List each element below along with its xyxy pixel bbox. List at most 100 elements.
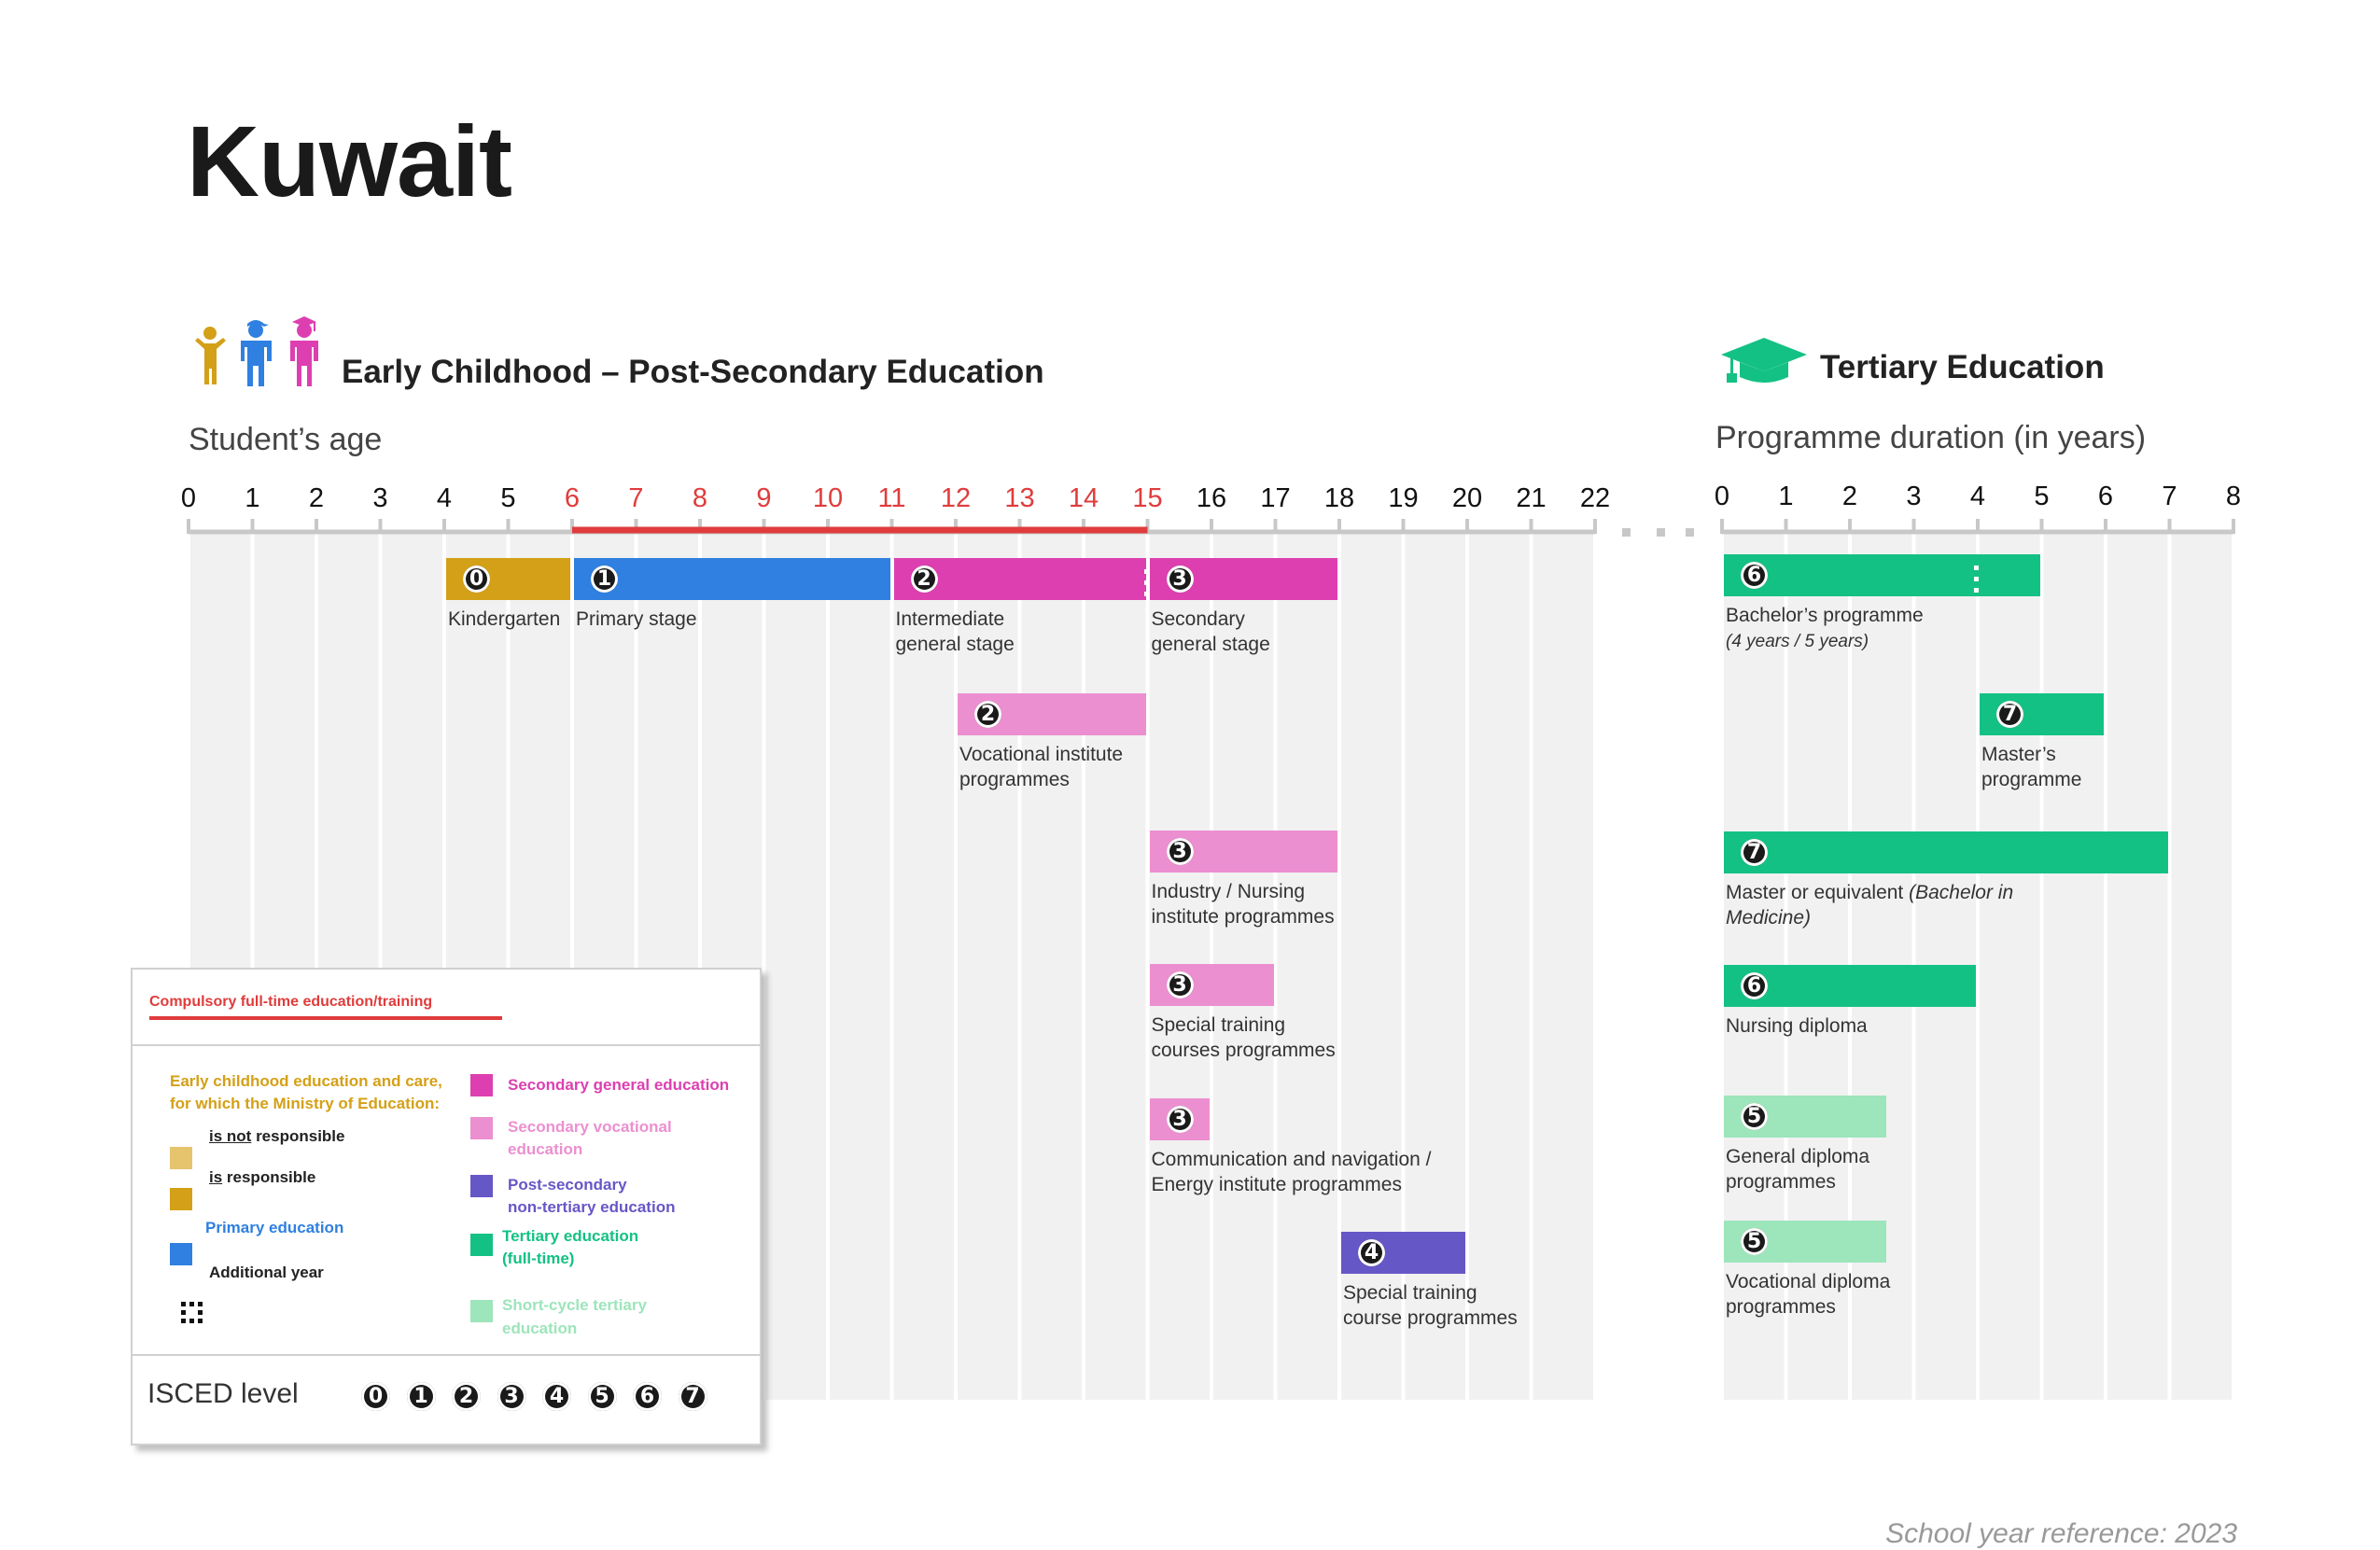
- isced-legend-badge: 6: [633, 1382, 662, 1411]
- programme-label: Special training courses programmes: [1151, 1014, 1336, 1061]
- isced-legend-badge: 5: [587, 1382, 617, 1411]
- age-tick-label: 14: [1068, 483, 1099, 513]
- legend-divider-bottom: [133, 1354, 760, 1356]
- duration-column-bg: [1980, 532, 2040, 1400]
- age-tick-label: 3: [372, 483, 388, 513]
- legend-divider-top: [133, 1044, 760, 1046]
- additional-year-marker: [1974, 577, 1979, 581]
- school-year-reference: School year reference: 2023: [1885, 1518, 2237, 1549]
- isced-level-badge: 4: [1358, 1239, 1385, 1266]
- programme-label: Intermediate general stage: [895, 608, 1015, 655]
- age-tick-label: 8: [692, 483, 708, 513]
- graduation-cap-icon: [1717, 334, 1811, 388]
- age-tick-label: 11: [877, 483, 906, 513]
- duration-column-bg: [2107, 532, 2168, 1400]
- age-column-bg: [958, 532, 1018, 1400]
- duration-tick-label: 0: [1714, 482, 1730, 511]
- legend-short-cycle-2: education: [502, 1320, 578, 1337]
- programme-label: Master or equivalent (Bachelor in Medicin…: [1726, 882, 2014, 929]
- isced-level-badge: 1: [591, 566, 618, 593]
- legend-ec-line2: for which the Ministry of Education:: [170, 1095, 440, 1112]
- age-tick-label: 15: [1132, 483, 1163, 513]
- age-tick-label: 13: [1004, 483, 1035, 513]
- programme-label: Secondary general stage: [1151, 608, 1270, 655]
- legend-tertiary-1: Tertiary education: [502, 1227, 639, 1245]
- programme-label: Special training course programmes: [1343, 1282, 1518, 1329]
- duration-tick-label: 1: [1778, 482, 1794, 511]
- legend-compulsory-line: [149, 1016, 502, 1020]
- legend-swatch-responsible: [170, 1188, 192, 1210]
- isced-level-badge: 7: [1996, 701, 2023, 728]
- age-tick-label: 17: [1260, 483, 1291, 513]
- age-tick-label: 20: [1451, 483, 1483, 513]
- programme-label: General diploma programmes: [1726, 1146, 1870, 1193]
- duration-column-bg: [2171, 532, 2232, 1400]
- additional-year-marker: [1974, 588, 1979, 593]
- legend-secondary-general: Secondary general education: [508, 1076, 730, 1094]
- isced-legend-badge: 2: [452, 1382, 481, 1411]
- legend-swatch-secondary-vocational: [470, 1117, 493, 1139]
- duration-tick-label: 3: [1906, 482, 1922, 511]
- age-axis-title: Student’s age: [189, 422, 383, 457]
- programme-label: Vocational diploma programmes: [1726, 1271, 1891, 1318]
- age-column-bg: [765, 532, 826, 1400]
- age-tick-label: 1: [245, 483, 260, 513]
- legend-post-secondary-1: Post-secondary: [508, 1176, 627, 1194]
- isced-level-badge: 3: [1166, 971, 1194, 998]
- age-column-bg: [1469, 532, 1530, 1400]
- programme-label: Communication and navigation / Energy ins…: [1151, 1149, 1432, 1195]
- duration-axis-title: Programme duration (in years): [1715, 420, 2147, 455]
- legend-secondary-vocational-1: Secondary vocational: [508, 1118, 672, 1136]
- age-tick-label: 5: [500, 483, 516, 513]
- legend-secondary-vocational-2: education: [508, 1140, 583, 1158]
- legend-swatch-secondary-general: [470, 1074, 493, 1096]
- isced-level-badge: 5: [1741, 1103, 1768, 1130]
- age-tick-label: 10: [812, 483, 844, 513]
- left-section-title: Early Childhood – Post-Secondary Educati…: [342, 354, 1044, 390]
- age-tick-label: 21: [1516, 483, 1547, 513]
- legend-swatch-short-cycle: [470, 1300, 493, 1322]
- duration-tick-label: 7: [2162, 482, 2177, 511]
- additional-year-marker: [1143, 592, 1149, 596]
- isced-level-badge: 7: [1741, 839, 1768, 866]
- duration-tick-label: 4: [1969, 482, 1986, 511]
- isced-level-badge: 5: [1741, 1228, 1768, 1255]
- axis-break-dot: [1686, 528, 1694, 537]
- legend-tertiary-2: (full-time): [502, 1250, 575, 1267]
- age-tick-label: 18: [1323, 483, 1355, 513]
- duration-tick-label: 5: [2034, 482, 2050, 511]
- programme-label: Industry / Nursing institute programmes: [1151, 881, 1335, 928]
- legend-short-cycle-1: Short-cycle tertiary: [502, 1296, 647, 1314]
- age-tick-label: 19: [1388, 483, 1419, 513]
- legend-swatch-not-responsible: [170, 1147, 192, 1169]
- age-tick-label: 0: [180, 483, 197, 513]
- axis-break-dot: [1657, 528, 1665, 537]
- children-icon: [189, 314, 329, 387]
- age-tick-label: 2: [308, 483, 325, 513]
- isced-level-badge: 6: [1741, 562, 1768, 589]
- legend-not-responsible: is not responsible: [209, 1127, 345, 1145]
- age-column-bg: [1085, 532, 1146, 1400]
- age-tick-label: 12: [940, 483, 972, 513]
- age-tick-label: 7: [628, 483, 644, 513]
- legend-additional-year: Additional year: [209, 1264, 324, 1281]
- programme-bar: [1724, 831, 2168, 873]
- isced-legend-badge: 0: [361, 1382, 390, 1411]
- age-tick-label: 4: [436, 483, 453, 513]
- isced-level-badge: 2: [910, 566, 938, 593]
- additional-year-marker: [1143, 580, 1149, 585]
- duration-tick-label: 8: [2225, 482, 2242, 511]
- duration-tick-label: 6: [2097, 482, 2114, 511]
- axis-break-dot: [1622, 528, 1631, 537]
- page-title: Kuwait: [187, 105, 512, 217]
- age-tick-label: 22: [1579, 483, 1611, 513]
- age-column-bg: [1533, 532, 1593, 1400]
- isced-legend-badge: 7: [678, 1382, 707, 1411]
- isced-title: ISCED level: [147, 1378, 299, 1409]
- duration-column-bg: [2043, 532, 2104, 1400]
- age-tick-label: 6: [564, 483, 581, 513]
- legend-swatch-tertiary: [470, 1234, 493, 1256]
- isced-level-badge: 3: [1166, 1106, 1194, 1133]
- isced-level-badge: 3: [1166, 838, 1194, 865]
- programme-label: Bachelor’s programme (4 years / 5 years): [1726, 605, 1924, 651]
